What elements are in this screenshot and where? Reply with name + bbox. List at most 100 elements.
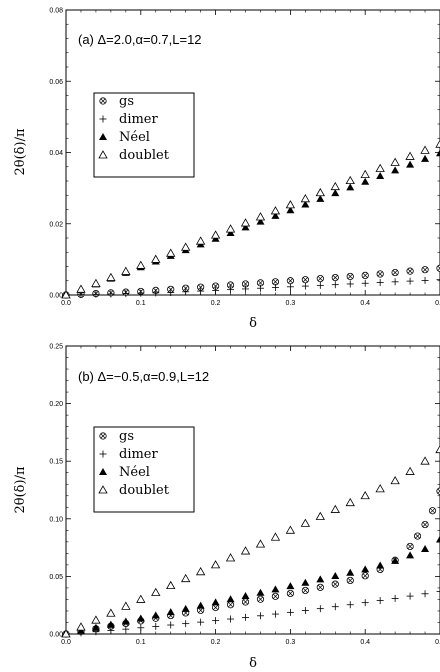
data-point-filled-triangle bbox=[271, 211, 280, 219]
data-point-open-triangle bbox=[136, 260, 146, 269]
data-point-filled-triangle bbox=[196, 601, 205, 609]
data-point-open-triangle bbox=[435, 444, 440, 454]
data-point-plus bbox=[376, 279, 384, 287]
legend-label: doublet bbox=[119, 148, 170, 163]
data-point-plus bbox=[167, 621, 175, 629]
data-point-filled-triangle bbox=[376, 561, 385, 569]
data-point-plus bbox=[122, 290, 130, 298]
data-point-circle-cross bbox=[301, 276, 309, 284]
y-tick-label: 0.02 bbox=[49, 221, 63, 228]
x-tick-label: 0.4 bbox=[360, 300, 370, 307]
data-point-open-triangle bbox=[375, 163, 385, 172]
x-tick-label: 0.5 bbox=[435, 300, 440, 307]
data-point-open-triangle bbox=[405, 151, 415, 160]
y-tick-label: 0.08 bbox=[49, 8, 63, 15]
data-point-filled-triangle bbox=[226, 229, 235, 237]
data-point-plus bbox=[107, 290, 115, 298]
data-point-filled-triangle bbox=[106, 620, 115, 628]
data-point-filled-triangle bbox=[391, 166, 400, 174]
data-point-open-triangle bbox=[375, 484, 385, 493]
data-point-open-triangle bbox=[255, 212, 266, 221]
data-point-circle-cross bbox=[286, 277, 294, 285]
data-point-filled-triangle bbox=[256, 588, 265, 596]
data-point-filled-triangle bbox=[421, 154, 430, 162]
data-point-plus bbox=[346, 280, 354, 288]
data-point-filled-triangle bbox=[271, 585, 280, 593]
legend-label: Néel bbox=[119, 465, 150, 480]
data-point-plus bbox=[406, 277, 414, 285]
data-point-circle-cross bbox=[361, 271, 369, 280]
legend-label: Néel bbox=[119, 130, 150, 145]
legend-label: gs bbox=[119, 429, 134, 444]
data-point-open-triangle bbox=[285, 525, 296, 534]
legend-marker-circle-cross bbox=[99, 97, 107, 105]
data-point-open-triangle bbox=[420, 145, 430, 154]
data-point-open-triangle bbox=[270, 206, 281, 215]
data-point-open-triangle bbox=[390, 475, 400, 485]
legend-a: gs dimer Néel doublet bbox=[98, 94, 170, 163]
data-point-open-triangle bbox=[121, 601, 131, 610]
data-point-filled-triangle bbox=[436, 149, 440, 157]
x-tick-label: 0.3 bbox=[286, 300, 296, 307]
legend-marker-filled-triangle bbox=[99, 468, 107, 475]
data-point-filled-triangle bbox=[316, 575, 325, 583]
data-point-plus bbox=[212, 617, 220, 625]
data-point-open-triangle bbox=[76, 622, 86, 631]
data-point-plus bbox=[256, 612, 264, 620]
data-point-open-triangle bbox=[91, 278, 101, 288]
data-point-open-triangle bbox=[166, 248, 176, 257]
data-point-filled-triangle bbox=[151, 611, 160, 619]
data-point-filled-triangle bbox=[181, 604, 190, 612]
panel-b-title: (b) Δ=−0.5,α=0.9,L=12 bbox=[78, 369, 209, 384]
data-point-circle-cross bbox=[197, 283, 205, 291]
panel-a-title: (a) Δ=2.0,α=0.7,L=12 bbox=[78, 32, 202, 47]
panel-b: (b) Δ=−0.5,α=0.9,L=12 δ 2θ(δ)/π 0.0 0.1 0.… bbox=[13, 344, 440, 671]
x-tick-label: 0.4 bbox=[360, 639, 370, 646]
data-point-open-triangle bbox=[330, 504, 340, 513]
y-tick-label: 0.00 bbox=[49, 293, 63, 300]
data-point-circle-cross bbox=[286, 589, 294, 598]
data-point-plus bbox=[331, 603, 339, 611]
data-point-filled-triangle bbox=[286, 582, 295, 590]
data-point-filled-triangle bbox=[301, 200, 310, 208]
data-point-plus bbox=[301, 282, 309, 290]
data-point-open-triangle bbox=[106, 272, 116, 281]
data-point-circle-cross bbox=[391, 268, 399, 277]
data-point-plus bbox=[242, 285, 250, 293]
data-point-open-triangle bbox=[225, 553, 236, 562]
data-point-circle-cross bbox=[316, 275, 324, 283]
data-point-plus bbox=[92, 290, 100, 298]
legend-marker-circle-cross bbox=[99, 432, 107, 440]
data-point-circle-cross bbox=[271, 592, 280, 600]
series-filled-triangle bbox=[62, 535, 440, 637]
legend-label: dimer bbox=[119, 112, 159, 127]
panel-a: (a) Δ=2.0,α=0.7,L=12 δ 2θ(δ)/π 0.0 0.1 0.2… bbox=[13, 8, 440, 331]
legend-box-a bbox=[93, 92, 195, 178]
data-point-open-triangle bbox=[136, 594, 146, 603]
data-point-filled-triangle bbox=[256, 217, 265, 225]
data-point-circle-cross bbox=[331, 273, 339, 282]
data-point-filled-triangle bbox=[301, 578, 310, 586]
data-point-filled-triangle bbox=[136, 614, 145, 622]
data-point-open-triangle bbox=[225, 224, 236, 233]
x-tick-label: 0.2 bbox=[211, 639, 221, 646]
data-point-circle-cross bbox=[331, 580, 339, 588]
y-tick-label: 0.15 bbox=[49, 459, 63, 466]
data-point-circle-cross bbox=[376, 270, 384, 278]
data-point-plus bbox=[361, 599, 369, 607]
data-point-open-triangle bbox=[151, 254, 161, 263]
panel-a-ylabel: 2θ(δ)/π bbox=[13, 128, 28, 175]
data-point-open-triangle bbox=[195, 566, 206, 576]
y-tick-label: 0.20 bbox=[49, 401, 63, 408]
legend-label: dimer bbox=[119, 447, 159, 462]
legend-marker-plus bbox=[99, 115, 107, 123]
series-plus bbox=[62, 276, 440, 299]
data-point-plus bbox=[242, 613, 250, 621]
series-plus bbox=[62, 587, 440, 638]
data-point-open-triangle bbox=[180, 573, 191, 583]
data-point-circle-cross bbox=[241, 598, 250, 606]
panel-a-ticks: 0.0 0.1 0.2 0.3 0.4 0.5 0.00 0.02 0.04 0.06 0.08 bbox=[49, 8, 440, 307]
data-point-filled-triangle bbox=[376, 172, 385, 180]
data-point-plus bbox=[182, 288, 190, 296]
data-point-plus bbox=[346, 601, 354, 609]
